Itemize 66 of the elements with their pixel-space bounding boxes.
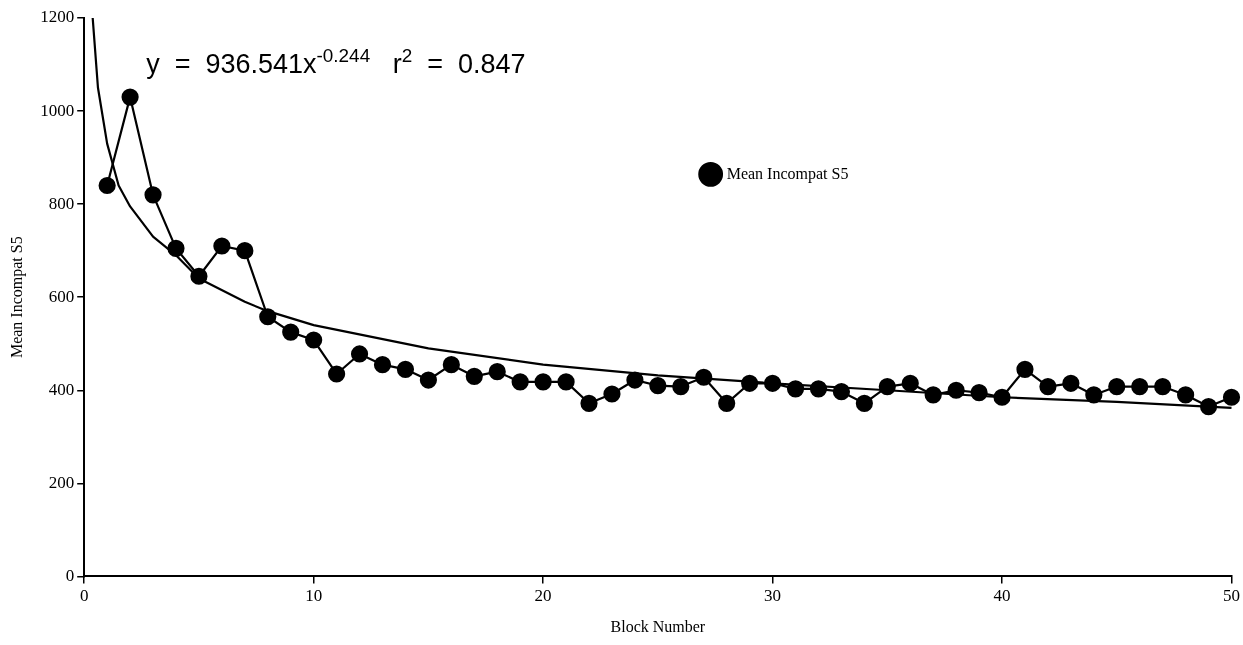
point <box>557 373 575 391</box>
point <box>1199 397 1218 416</box>
point <box>1177 386 1195 404</box>
point <box>1085 386 1103 404</box>
point <box>373 356 392 374</box>
y-tick-label: 0 <box>65 565 75 585</box>
point <box>947 381 965 399</box>
point <box>718 394 736 412</box>
point <box>741 374 759 392</box>
point <box>1222 388 1241 406</box>
point <box>809 380 828 398</box>
point <box>649 377 667 395</box>
point <box>603 385 621 403</box>
point <box>396 360 415 378</box>
x-axis-title: Block Number <box>610 617 706 635</box>
point <box>442 356 460 374</box>
y-tick-label: 200 <box>48 472 75 492</box>
point <box>1154 377 1172 396</box>
x-tick-label: 10 <box>305 586 323 606</box>
point <box>1039 377 1057 396</box>
point <box>511 373 529 391</box>
point <box>282 323 300 341</box>
point <box>419 371 437 389</box>
point <box>786 380 805 398</box>
x-tick-label: 50 <box>1223 586 1240 606</box>
y-tick-label: 800 <box>48 193 75 213</box>
y-tick-label: 1200 <box>40 7 75 27</box>
point <box>580 394 598 412</box>
point <box>695 368 713 386</box>
point <box>305 331 323 349</box>
point <box>213 237 231 255</box>
point <box>1016 360 1034 378</box>
point <box>144 186 162 204</box>
point <box>970 383 988 402</box>
point <box>488 363 506 381</box>
point <box>901 374 919 392</box>
y-tick-label: 400 <box>48 379 75 399</box>
y-axis-title: Mean Incompat S5 <box>7 236 26 359</box>
point <box>1062 374 1080 392</box>
y-tick-label: 600 <box>48 286 75 306</box>
point <box>534 373 552 391</box>
x-tick-label: 30 <box>764 586 782 606</box>
legend-label: Mean Incompat S5 <box>726 164 849 183</box>
point <box>1131 377 1149 396</box>
point <box>259 308 277 326</box>
point <box>98 176 116 195</box>
point <box>121 88 139 106</box>
y-tick-label: 1000 <box>40 100 75 120</box>
point <box>167 239 185 257</box>
point <box>236 242 254 260</box>
point <box>993 388 1011 406</box>
point <box>1108 377 1126 396</box>
point <box>328 365 346 383</box>
point <box>465 367 483 385</box>
point <box>878 377 896 396</box>
x-tick-label: 40 <box>993 586 1011 606</box>
point <box>350 345 369 363</box>
point <box>763 374 782 392</box>
point <box>924 386 942 404</box>
point <box>190 267 208 285</box>
point <box>832 383 851 401</box>
point <box>672 377 690 396</box>
x-tick-label: 0 <box>79 586 89 606</box>
point <box>626 371 644 389</box>
point <box>855 394 873 412</box>
x-tick-label: 20 <box>534 586 552 606</box>
